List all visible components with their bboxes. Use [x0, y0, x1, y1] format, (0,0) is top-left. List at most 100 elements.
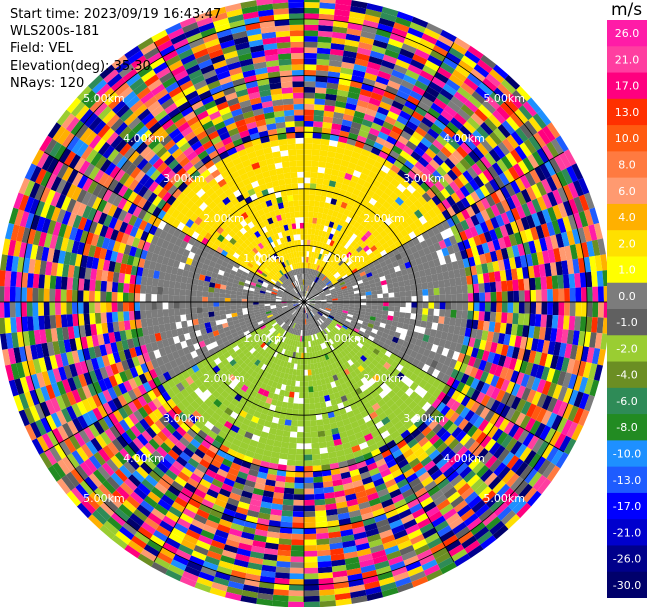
- ppi-gate: [574, 316, 581, 331]
- ppi-gate: [317, 288, 323, 293]
- ppi-gate: [371, 305, 378, 310]
- ppi-gate: [440, 188, 451, 199]
- ppi-gate: [316, 544, 330, 551]
- ppi-gate: [375, 362, 384, 371]
- ppi-gate: [353, 63, 367, 73]
- ppi-gate: [339, 328, 346, 335]
- ppi-gate: [145, 293, 152, 302]
- ppi-gate: [309, 299, 316, 302]
- ppi-gate: [357, 224, 365, 232]
- ppi-gate: [314, 295, 321, 299]
- ppi-gate: [314, 284, 320, 290]
- ppi-gate: [360, 186, 370, 195]
- ppi-gate: [400, 302, 406, 308]
- ppi-gate: [382, 121, 394, 131]
- ppi-gate: [377, 245, 385, 253]
- ppi-gate: [445, 294, 452, 302]
- ppi-gate: [488, 321, 496, 333]
- ppi-gate: [446, 217, 456, 228]
- ppi-gate: [362, 143, 374, 152]
- ppi-gate: [389, 255, 398, 263]
- ppi-gate: [541, 193, 553, 209]
- ppi-gate: [465, 375, 475, 387]
- ppi-gate: [526, 97, 542, 114]
- ppi-gate: [318, 572, 333, 579]
- ppi-gate: [382, 253, 390, 261]
- ppi-gate: [402, 188, 413, 198]
- ppi-gate: [66, 277, 74, 290]
- ppi-gate: [349, 156, 359, 165]
- ppi-gate: [536, 379, 547, 394]
- ppi-gate: [348, 180, 357, 189]
- ppi-gate: [439, 287, 446, 295]
- ppi-gate: [436, 401, 446, 413]
- ppi-gate: [454, 232, 463, 244]
- ppi-gate: [304, 364, 308, 370]
- ppi-gate: [279, 532, 292, 540]
- ppi-gate: [552, 384, 563, 400]
- ppi-gate: [539, 163, 552, 179]
- ppi-gate: [287, 402, 294, 409]
- ppi-gate: [310, 234, 315, 241]
- ppi-gate: [398, 192, 409, 202]
- ppi-gate: [338, 279, 345, 284]
- ppi-gate: [304, 545, 317, 552]
- ppi-gate: [563, 149, 577, 166]
- ppi-gate: [319, 307, 326, 311]
- ppi-gate: [440, 405, 451, 416]
- ppi-gate: [328, 221, 335, 228]
- ppi-gate: [317, 549, 331, 557]
- ppi-gate: [332, 241, 338, 249]
- ppi-gate: [383, 209, 393, 218]
- ppi-gate: [354, 164, 364, 173]
- ppi-gate: [536, 407, 547, 423]
- ppi-gate: [455, 403, 466, 416]
- ppi-gate: [484, 181, 496, 195]
- ppi-gate: [503, 235, 512, 248]
- ppi-gate: [379, 260, 387, 268]
- ppi-gate: [49, 302, 56, 316]
- ppi-gate: [457, 86, 472, 100]
- ppi-gate: [417, 171, 429, 182]
- ppi-gate: [390, 325, 397, 332]
- ppi-gate: [471, 319, 479, 330]
- ppi-gate: [371, 309, 378, 314]
- ppi-gate: [464, 99, 479, 113]
- ppi-gate: [358, 313, 365, 319]
- ppi-gate: [533, 351, 543, 365]
- ppi-gate: [424, 268, 432, 277]
- ppi-gate: [304, 443, 312, 450]
- ppi-gate: [26, 302, 33, 317]
- ppi-gate: [494, 322, 501, 333]
- ppi-gate: [346, 185, 355, 194]
- ppi-gate: [424, 177, 435, 189]
- ppi-gate: [544, 427, 557, 444]
- ppi-gate: [292, 516, 304, 523]
- ppi-gate: [385, 85, 399, 96]
- ppi-gate: [77, 290, 84, 302]
- ppi-gate: [425, 321, 433, 330]
- ppi-gate: [536, 393, 548, 408]
- ppi-gate: [339, 253, 346, 260]
- ppi-gate: [293, 488, 304, 495]
- ppi-gate: [495, 281, 502, 292]
- ppi-gate: [531, 338, 539, 352]
- ppi-gate: [309, 303, 315, 307]
- ppi-gate: [327, 316, 334, 321]
- ppi-gate: [145, 285, 152, 294]
- ppi-gate: [140, 318, 148, 328]
- ppi-gate: [297, 420, 304, 427]
- ppi-gate: [413, 376, 423, 386]
- ppi-gate: [331, 169, 340, 177]
- ppi-gate: [308, 386, 314, 393]
- ppi-gate: [577, 331, 586, 347]
- ppi-gate: [317, 430, 326, 438]
- ppi-gate: [317, 561, 332, 568]
- ppi-gate: [475, 329, 483, 340]
- ppi-gate: [399, 48, 415, 59]
- ppi-gate: [503, 333, 511, 346]
- ppi-gate: [297, 358, 301, 365]
- ppi-gate: [307, 358, 311, 365]
- ppi-gate: [66, 302, 73, 315]
- ppi-gate: [381, 59, 396, 70]
